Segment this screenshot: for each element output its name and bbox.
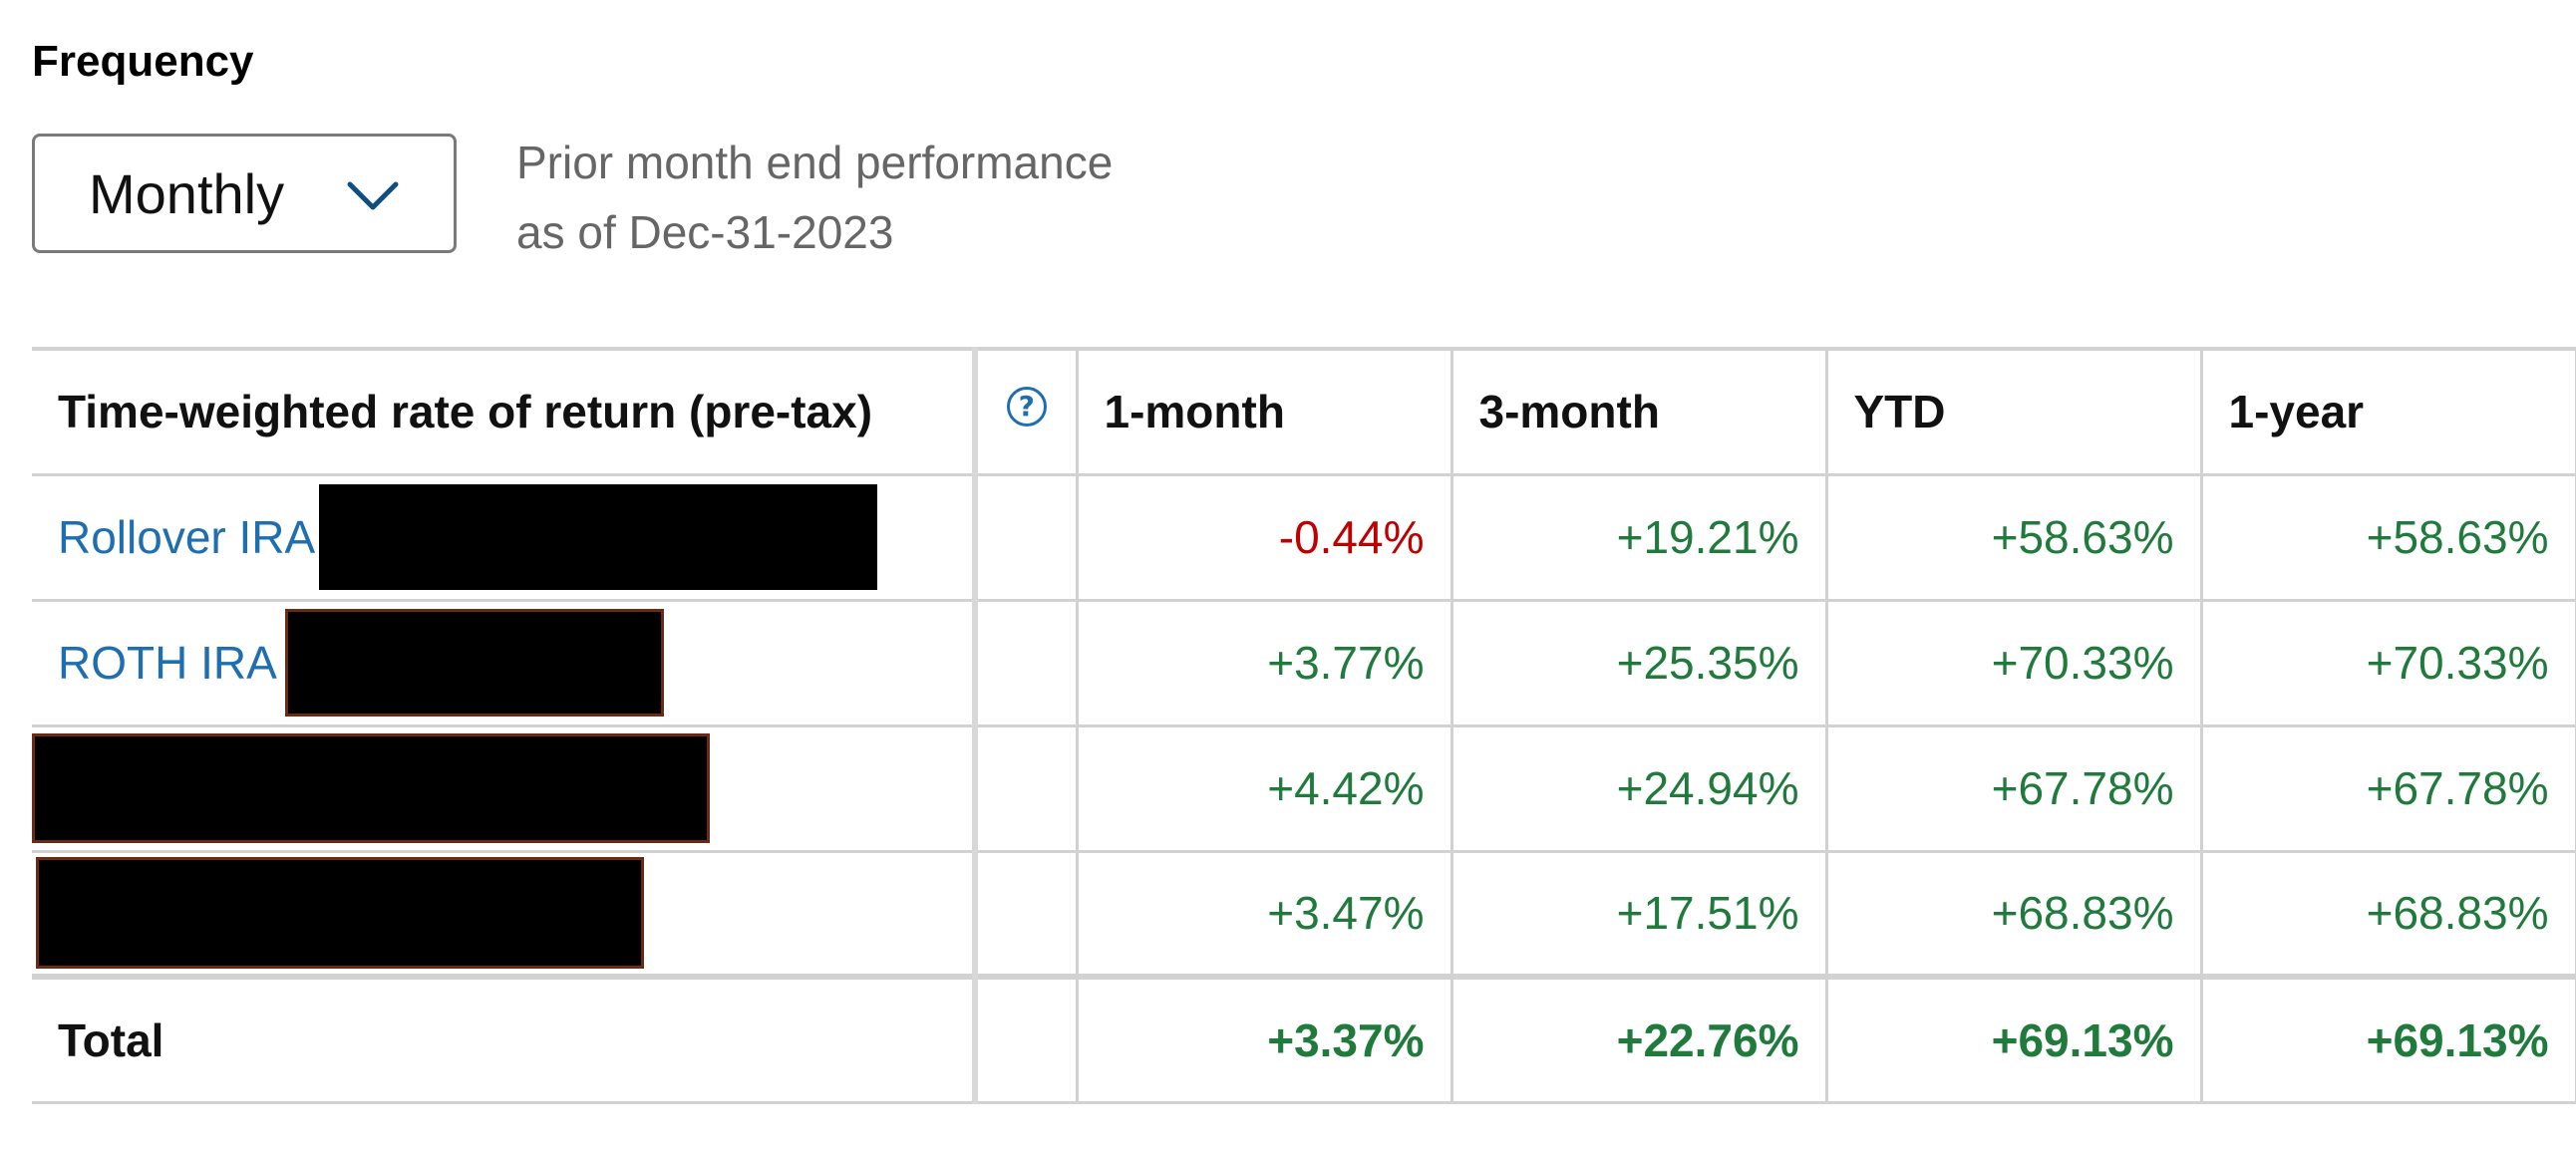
table-row: ROTH IRA +3.77% +25.35% +70.33% +70.33% bbox=[32, 600, 2576, 727]
frequency-label: Frequency bbox=[32, 37, 254, 86]
return-1-year: +58.63% bbox=[2201, 474, 2576, 602]
question-circle-icon[interactable]: ? bbox=[1006, 387, 1047, 427]
account-cell: ROTH IRA bbox=[32, 600, 978, 727]
table-row: +3.47% +17.51% +68.83% +68.83% bbox=[32, 851, 2576, 979]
empty-cell bbox=[975, 851, 1079, 979]
return-1-year: +68.83% bbox=[2201, 851, 2576, 979]
total-1-month: +3.37% bbox=[1077, 974, 1453, 1104]
return-ytd: +68.83% bbox=[1826, 851, 2203, 979]
performance-note: Prior month end performance as of Dec-31… bbox=[516, 128, 1113, 267]
account-cell bbox=[32, 851, 978, 979]
total-label: Total bbox=[32, 974, 978, 1104]
total-3-month: +22.76% bbox=[1451, 974, 1828, 1104]
header-3-month[interactable]: 3-month bbox=[1451, 347, 1828, 476]
total-row: Total +3.37% +22.76% +69.13% +69.13% bbox=[32, 974, 2576, 1104]
empty-cell bbox=[975, 600, 1079, 727]
header-ytd[interactable]: YTD bbox=[1826, 347, 2203, 476]
frequency-select[interactable]: Monthly bbox=[32, 134, 457, 253]
redacted-account-number bbox=[319, 484, 878, 590]
performance-note-line1: Prior month end performance bbox=[516, 137, 1114, 188]
total-ytd: +69.13% bbox=[1826, 974, 2203, 1104]
performance-note-date: as of Dec-31-2023 bbox=[516, 206, 894, 258]
return-3-month: +24.94% bbox=[1451, 725, 1828, 853]
empty-cell bbox=[975, 974, 1079, 1104]
return-1-month: -0.44% bbox=[1077, 474, 1453, 602]
redacted-account-name bbox=[32, 733, 710, 843]
return-1-month: +3.77% bbox=[1077, 600, 1453, 727]
header-1-month[interactable]: 1-month bbox=[1077, 347, 1453, 476]
empty-cell bbox=[975, 725, 1079, 853]
return-1-month: +4.42% bbox=[1077, 725, 1453, 853]
return-3-month: +19.21% bbox=[1451, 474, 1828, 602]
account-link-roth-ira[interactable]: ROTH IRA bbox=[58, 637, 277, 689]
empty-cell bbox=[975, 474, 1079, 602]
chevron-down-icon bbox=[347, 181, 399, 210]
table-header-row: Time-weighted rate of return (pre-tax) ?… bbox=[32, 347, 2576, 476]
header-return-type: Time-weighted rate of return (pre-tax) bbox=[32, 347, 978, 476]
header-1-year[interactable]: 1-year bbox=[2201, 347, 2576, 476]
account-cell bbox=[32, 725, 978, 853]
table-row: Rollover IRA -0.44% +19.21% +58.63% +58.… bbox=[32, 474, 2576, 602]
header-help: ? bbox=[975, 347, 1079, 476]
return-3-month: +25.35% bbox=[1451, 600, 1828, 727]
return-1-month: +3.47% bbox=[1077, 851, 1453, 979]
return-ytd: +70.33% bbox=[1826, 600, 2203, 727]
returns-table: Time-weighted rate of return (pre-tax) ?… bbox=[32, 347, 2576, 1104]
total-1-year: +69.13% bbox=[2201, 974, 2576, 1104]
redacted-account-number bbox=[284, 609, 664, 717]
return-ytd: +58.63% bbox=[1826, 474, 2203, 602]
return-1-year: +70.33% bbox=[2201, 600, 2576, 727]
frequency-select-value: Monthly bbox=[89, 161, 285, 225]
account-cell: Rollover IRA bbox=[32, 474, 978, 602]
redacted-account-name bbox=[36, 857, 644, 970]
account-link-rollover-ira[interactable]: Rollover IRA bbox=[58, 511, 316, 563]
table-row: +4.42% +24.94% +67.78% +67.78% bbox=[32, 725, 2576, 853]
return-1-year: +67.78% bbox=[2201, 725, 2576, 853]
return-ytd: +67.78% bbox=[1826, 725, 2203, 853]
return-3-month: +17.51% bbox=[1451, 851, 1828, 979]
